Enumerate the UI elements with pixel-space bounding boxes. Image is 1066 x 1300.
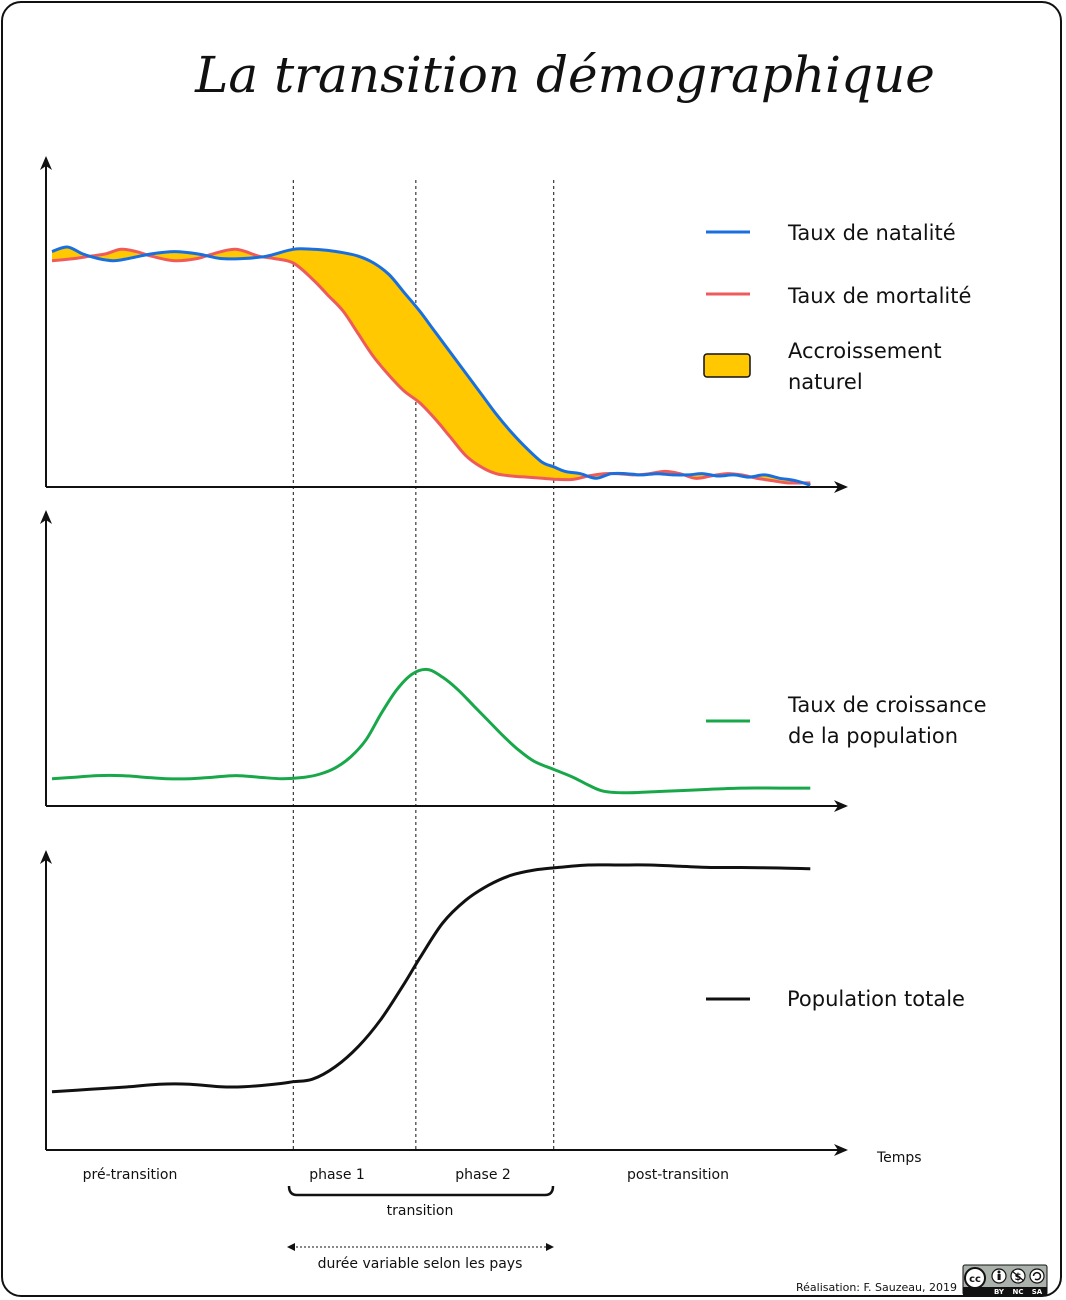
legend-population: Population totale — [706, 987, 965, 1011]
nc-label: NC — [1013, 1288, 1024, 1296]
population-legend-label: Population totale — [787, 987, 965, 1011]
natural-increase-area — [52, 246, 811, 486]
phase-2-label: phase 2 — [455, 1167, 511, 1183]
axes — [40, 156, 848, 1156]
birth-legend-label: Taux de natalité — [787, 221, 956, 245]
death-legend-label: Taux de mortalité — [787, 284, 971, 308]
sa-share-icon — [1029, 1268, 1045, 1284]
time-axis-label: Temps — [876, 1150, 922, 1166]
post-transition-label: post-transition — [627, 1167, 729, 1183]
natural-increase-label-2: naturel — [788, 370, 863, 394]
natural-increase-legend-swatch — [703, 353, 751, 378]
legend-death: Taux de mortalité — [706, 284, 971, 308]
population-line — [51, 863, 811, 1094]
chart-series — [51, 245, 811, 1094]
death-rate-line — [51, 247, 811, 485]
growth-legend-label-2: de la population — [788, 724, 958, 748]
cc-mark: cc — [969, 1274, 981, 1285]
growth-rate-line — [51, 667, 811, 795]
natural-increase-label-1: Accroissement — [788, 339, 942, 363]
transition-bracket — [287, 1185, 555, 1197]
cc-circle-icon — [964, 1267, 986, 1289]
transition-label: transition — [387, 1203, 454, 1219]
growth-legend-label-1: Taux de croissance — [787, 693, 987, 717]
birth-rate-line — [51, 245, 811, 487]
phase-1-label: phase 1 — [309, 1167, 365, 1183]
legend-growth: Taux de croissance de la population — [706, 693, 987, 748]
svg-text:$: $ — [1015, 1272, 1022, 1283]
pre-transition-label: pré-transition — [83, 1167, 178, 1183]
by-label: BY — [994, 1288, 1005, 1296]
legend-natural-increase: Accroissement naturel — [703, 339, 942, 394]
duration-label: durée variable selon les pays — [318, 1256, 523, 1272]
credit-text: Réalisation: F. Sauzeau, 2019 — [796, 1281, 957, 1294]
page-title: La transition démographique — [194, 46, 935, 104]
cc-license-icon: cc $ BY NC SA — [962, 1264, 1048, 1296]
sa-label: SA — [1032, 1288, 1043, 1296]
legend-birth: Taux de natalité — [706, 221, 956, 245]
